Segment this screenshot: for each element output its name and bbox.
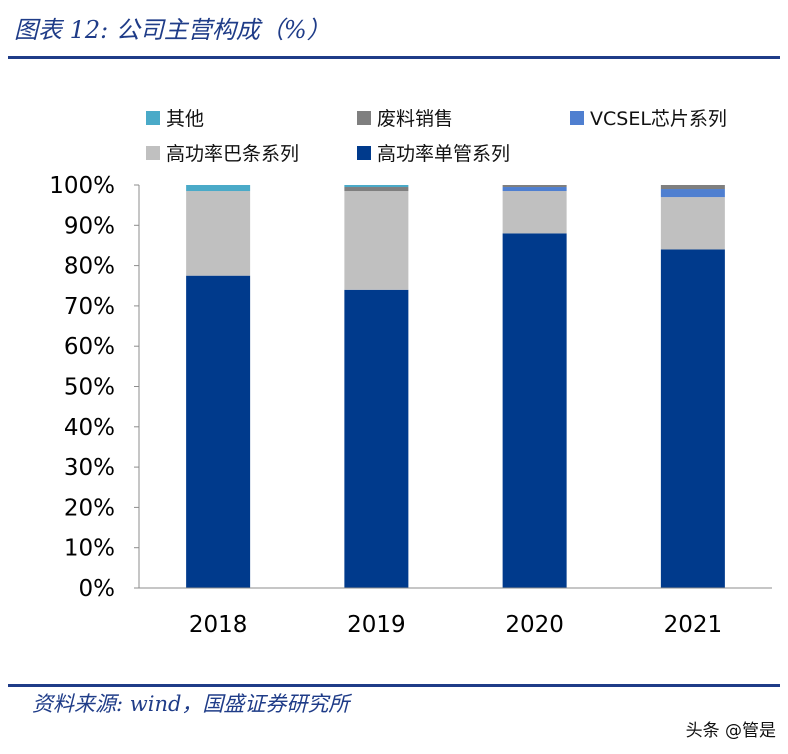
bar-segment: [502, 185, 567, 188]
bars: [186, 185, 725, 589]
bar-segment: [186, 185, 251, 192]
figure-title: 图表 12: 公司主营构成（%）: [14, 16, 331, 44]
bar-segment: [186, 275, 251, 588]
legend-label: 其他: [166, 108, 204, 130]
bar-segment: [344, 185, 409, 188]
bar-segment: [344, 289, 409, 588]
legend-swatch: [146, 146, 160, 160]
bar-segment: [660, 189, 725, 198]
y-tick-label: 20%: [64, 495, 115, 521]
legend-label: 高功率单管系列: [377, 143, 510, 165]
bar-segment: [502, 233, 567, 589]
legend-label: VCSEL芯片系列: [590, 108, 727, 130]
bar-segment: [186, 191, 251, 276]
legend-label: 高功率巴条系列: [166, 143, 299, 165]
source-note: 资料来源: wind，国盛证券研究所: [32, 692, 350, 716]
y-tick-label: 70%: [64, 294, 115, 320]
bar-segment: [344, 187, 409, 192]
watermark: 头条 @管是: [685, 721, 776, 741]
legend-swatch: [570, 111, 584, 125]
y-tick-label: 50%: [64, 375, 115, 401]
bar-segment: [660, 185, 725, 190]
y-tick-label: 30%: [64, 455, 115, 481]
y-tick-label: 10%: [64, 536, 115, 562]
x-tick-label: 2021: [664, 612, 723, 638]
x-tick-label: 2019: [347, 612, 406, 638]
y-tick-label: 100%: [49, 173, 115, 199]
x-tick-label: 2020: [505, 612, 564, 638]
y-tick-label: 0%: [79, 576, 116, 602]
bar-segment: [344, 191, 409, 290]
bar-segment: [660, 249, 725, 589]
x-tick-label: 2018: [189, 612, 248, 638]
title-divider: [8, 56, 780, 59]
x-axis: 2018 2019 2020 2021: [139, 587, 772, 638]
y-tick-label: 80%: [64, 254, 115, 280]
y-tick-label: 90%: [64, 213, 115, 239]
legend-label: 废料销售: [377, 108, 453, 130]
bar-segment: [502, 187, 567, 192]
bar-segment: [660, 197, 725, 250]
y-tick-label: 40%: [64, 415, 115, 441]
legend-swatch: [146, 111, 160, 125]
legend-swatch: [357, 111, 371, 125]
source-divider: [8, 684, 780, 687]
bar-segment: [502, 191, 567, 234]
legend-swatch: [357, 146, 371, 160]
y-axis: 0% 10% 20% 30% 40% 50% 60% 70% 80% 90% 100%: [49, 173, 140, 602]
y-tick-label: 60%: [64, 334, 115, 360]
